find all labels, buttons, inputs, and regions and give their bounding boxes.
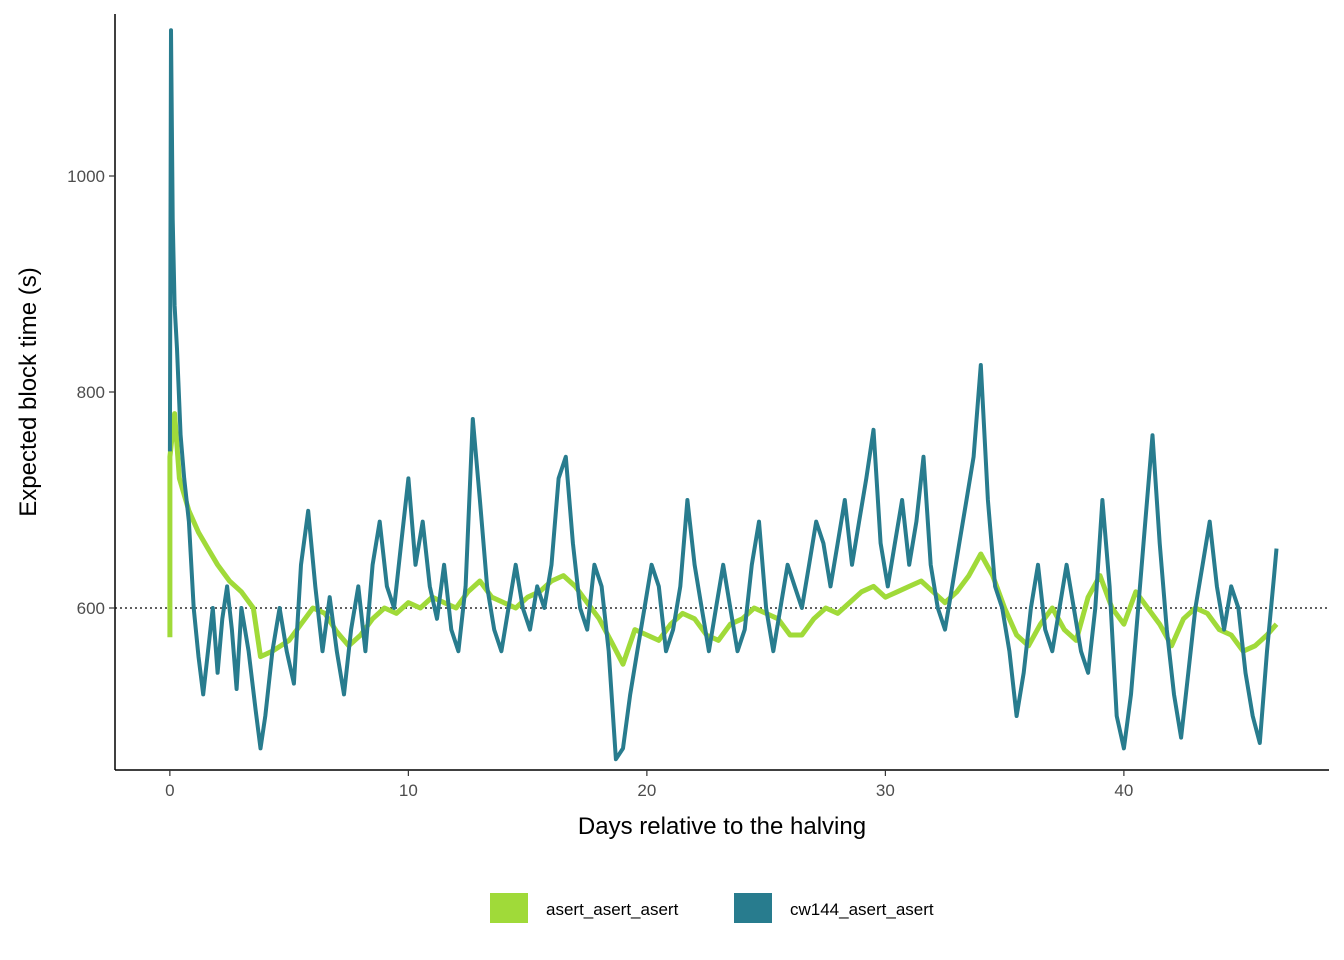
y-tick-label: 1000 <box>67 167 105 186</box>
legend-label-cw144-asert-asert: cw144_asert_asert <box>790 900 934 919</box>
legend-key-asert-asert-asert <box>490 893 528 923</box>
x-axis-title: Days relative to the halving <box>578 813 866 840</box>
y-tick-label: 800 <box>77 383 105 402</box>
y-axis-title: Expected block time (s) <box>15 267 42 516</box>
x-tick-label: 40 <box>1114 781 1133 800</box>
axis-ticks: 0 10 20 30 40 600 800 1000 <box>67 167 1133 800</box>
legend-key-cw144-asert-asert <box>734 893 772 923</box>
legend-label-asert-asert-asert: asert_asert_asert <box>546 900 679 919</box>
x-tick-label: 20 <box>637 781 656 800</box>
chart-marks <box>115 28 1329 762</box>
legend: asert_asert_asert cw144_asert_asert <box>490 893 934 923</box>
x-tick-label: 30 <box>876 781 895 800</box>
y-tick-label: 600 <box>77 599 105 618</box>
x-tick-label: 0 <box>165 781 174 800</box>
x-tick-label: 10 <box>399 781 418 800</box>
series-line-cw144-asert-asert <box>167 28 1279 762</box>
